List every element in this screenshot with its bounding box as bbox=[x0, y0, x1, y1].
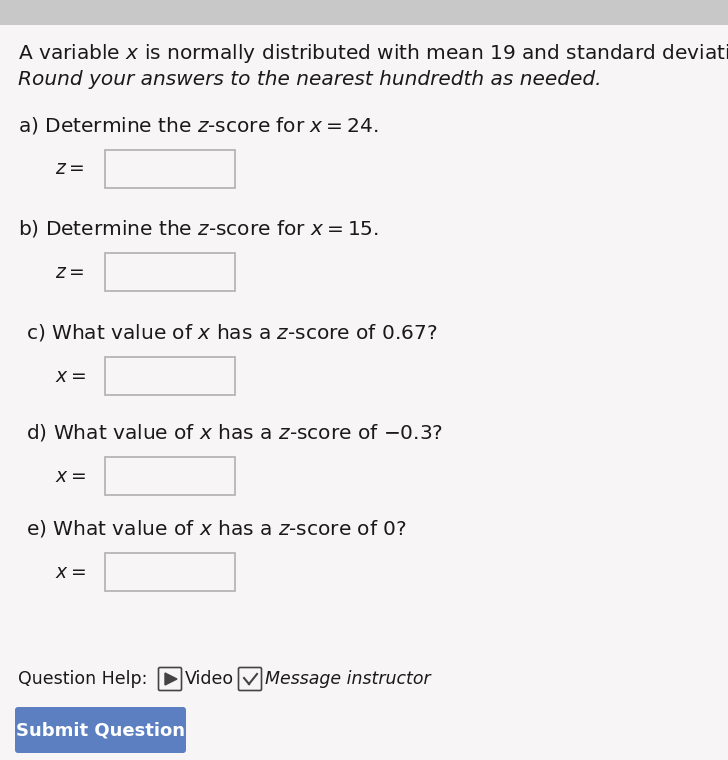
Polygon shape bbox=[165, 673, 177, 685]
FancyBboxPatch shape bbox=[239, 667, 261, 691]
Text: a) Determine the $z$-score for $x = 24$.: a) Determine the $z$-score for $x = 24$. bbox=[18, 115, 379, 136]
Text: $z =$: $z =$ bbox=[55, 160, 84, 179]
Text: Submit Question: Submit Question bbox=[16, 721, 185, 739]
FancyBboxPatch shape bbox=[15, 707, 186, 753]
FancyBboxPatch shape bbox=[105, 357, 235, 395]
FancyBboxPatch shape bbox=[159, 667, 181, 691]
FancyBboxPatch shape bbox=[105, 553, 235, 591]
Text: c) What value of $x$ has a $z$-score of 0.67?: c) What value of $x$ has a $z$-score of … bbox=[26, 322, 438, 343]
Text: $x =$: $x =$ bbox=[55, 366, 86, 385]
Text: $x =$: $x =$ bbox=[55, 562, 86, 581]
Text: A variable $x$ is normally distributed with mean 19 and standard deviation 9.: A variable $x$ is normally distributed w… bbox=[18, 42, 728, 65]
Text: e) What value of $x$ has a $z$-score of 0?: e) What value of $x$ has a $z$-score of … bbox=[26, 518, 407, 539]
Text: Question Help:: Question Help: bbox=[18, 670, 147, 688]
Text: $z =$: $z =$ bbox=[55, 262, 84, 281]
Text: Video: Video bbox=[185, 670, 234, 688]
FancyBboxPatch shape bbox=[105, 253, 235, 291]
FancyBboxPatch shape bbox=[105, 150, 235, 188]
Text: d) What value of $x$ has a $z$-score of $-0.3$?: d) What value of $x$ has a $z$-score of … bbox=[26, 422, 443, 443]
Text: $x =$: $x =$ bbox=[55, 467, 86, 486]
Text: Round your answers to the nearest hundredth as needed.: Round your answers to the nearest hundre… bbox=[18, 70, 601, 89]
Text: b) Determine the $z$-score for $x = 15$.: b) Determine the $z$-score for $x = 15$. bbox=[18, 218, 379, 239]
Text: Message instructor: Message instructor bbox=[265, 670, 431, 688]
FancyBboxPatch shape bbox=[105, 457, 235, 495]
